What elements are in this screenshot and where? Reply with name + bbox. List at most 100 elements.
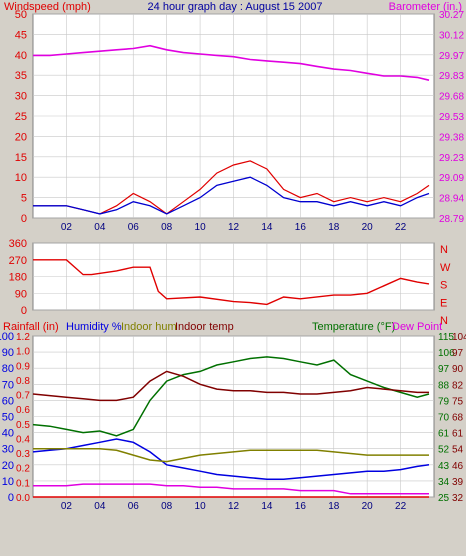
indoor-temp-tick-label: 97 bbox=[452, 348, 464, 359]
compass-label: W bbox=[440, 262, 451, 274]
wind-direction-line bbox=[33, 259, 430, 306]
temp-tick-label: 88 bbox=[438, 380, 450, 391]
indoor-temp-tick-label: 90 bbox=[452, 364, 464, 375]
compass-label: E bbox=[440, 297, 447, 309]
y-tick-label: 90 bbox=[15, 288, 27, 300]
legend-rainfall: Rainfall (in) bbox=[3, 321, 59, 333]
y2-tick-label: 29.68 bbox=[439, 92, 464, 103]
y-tick-label: 25 bbox=[15, 111, 27, 123]
x-tick-label: 18 bbox=[328, 501, 340, 512]
y-tick-label: 0 bbox=[21, 213, 27, 225]
rain-tick-label: 1.0 bbox=[16, 347, 30, 358]
y-tick-label: 10 bbox=[15, 172, 27, 184]
rain-tick-label: 1.2 bbox=[16, 332, 30, 343]
x-tick-label: 22 bbox=[395, 222, 407, 233]
legend-dew-point: Dew Point bbox=[392, 321, 442, 333]
y-tick-label: 35 bbox=[15, 70, 27, 82]
x-tick-label: 12 bbox=[228, 501, 240, 512]
y2-tick-label: 28.94 bbox=[439, 194, 464, 205]
x-tick-label: 12 bbox=[228, 222, 240, 233]
x-tick-label: 06 bbox=[128, 222, 140, 233]
y-tick-label: 90 bbox=[2, 347, 14, 359]
y-tick-label: 80 bbox=[2, 363, 14, 375]
compass-label: S bbox=[440, 280, 447, 292]
x-tick-label: 14 bbox=[261, 501, 273, 512]
y2-tick-label: 29.38 bbox=[439, 132, 464, 143]
rain-tick-label: 0.3 bbox=[16, 449, 30, 460]
x-tick-label: 06 bbox=[128, 501, 140, 512]
indoor-temp-tick-label: 61 bbox=[452, 429, 464, 440]
indoor-temp-tick-label: 82 bbox=[452, 380, 464, 391]
dew-point-line bbox=[33, 483, 429, 495]
y2-tick-label: 29.53 bbox=[439, 112, 464, 123]
x-tick-label: 10 bbox=[195, 222, 207, 233]
y-tick-label: 70 bbox=[2, 379, 14, 391]
y2-tick-label: 30.12 bbox=[439, 30, 464, 41]
y-tick-label: 15 bbox=[15, 152, 27, 164]
rain-tick-label: 0.5 bbox=[16, 420, 30, 431]
y-tick-label: 10 bbox=[2, 476, 14, 488]
temp-tick-label: 70 bbox=[438, 413, 450, 424]
x-tick-label: 16 bbox=[295, 222, 307, 233]
panel1-right-title: Barometer (in.) bbox=[389, 1, 462, 13]
legend-temperature: Temperature (°F) bbox=[312, 321, 395, 333]
x-tick-label: 18 bbox=[328, 222, 340, 233]
temp-tick-label: 97 bbox=[438, 364, 450, 375]
temp-tick-label: 61 bbox=[438, 429, 450, 440]
x-tick-label: 20 bbox=[362, 222, 374, 233]
y-tick-label: 270 bbox=[9, 255, 27, 267]
x-tick-label: 04 bbox=[94, 501, 106, 512]
indoor-temp-tick-label: 46 bbox=[452, 461, 464, 472]
y-tick-label: 360 bbox=[9, 238, 27, 250]
legend-indoor-hum: Indoor hum bbox=[121, 321, 177, 333]
temp-tick-label: 106 bbox=[438, 348, 455, 359]
indoor-temp-tick-label: 32 bbox=[452, 493, 464, 504]
x-tick-label: 08 bbox=[161, 222, 173, 233]
temp-tick-label: 43 bbox=[438, 461, 450, 472]
rain-tick-label: 0.9 bbox=[16, 361, 30, 372]
panel1-center-title: 24 hour graph day : August 15 2007 bbox=[148, 1, 323, 13]
y-tick-label: 0 bbox=[8, 492, 14, 504]
y-tick-label: 45 bbox=[15, 29, 27, 41]
y-tick-label: 50 bbox=[2, 412, 14, 424]
rain-tick-label: 0.6 bbox=[16, 405, 30, 416]
rain-tick-label: 0.8 bbox=[16, 376, 30, 387]
y-tick-label: 60 bbox=[2, 395, 14, 407]
x-tick-label: 02 bbox=[61, 501, 73, 512]
y-tick-label: 20 bbox=[15, 131, 27, 143]
y-tick-label: 5 bbox=[21, 193, 27, 205]
y2-tick-label: 28.79 bbox=[439, 214, 464, 225]
indoor-hum-line bbox=[33, 447, 429, 463]
indoor-temp-tick-label: 39 bbox=[452, 477, 464, 488]
y2-tick-label: 29.09 bbox=[439, 173, 464, 184]
rain-tick-label: 0.4 bbox=[16, 434, 30, 445]
legend-humidity: Humidity % bbox=[66, 321, 122, 333]
x-tick-label: 20 bbox=[362, 501, 374, 512]
barometer-line bbox=[33, 44, 430, 81]
x-tick-label: 04 bbox=[94, 222, 106, 233]
compass-label: N bbox=[440, 315, 448, 327]
indoor-temp-line bbox=[32, 370, 429, 402]
indoor-temp-tick-label: 75 bbox=[452, 396, 464, 407]
y-tick-label: 100 bbox=[0, 331, 14, 343]
y2-tick-label: 30.27 bbox=[439, 10, 464, 21]
panel1-left-title: Windspeed (mph) bbox=[4, 1, 91, 13]
indoor-temp-tick-label: 68 bbox=[452, 413, 464, 424]
y-tick-label: 50 bbox=[15, 9, 27, 21]
temp-tick-label: 52 bbox=[438, 445, 450, 456]
rain-tick-label: 0.0 bbox=[16, 493, 30, 504]
y-tick-label: 0 bbox=[21, 305, 27, 317]
y2-tick-label: 29.83 bbox=[439, 71, 464, 82]
y2-tick-label: 29.97 bbox=[439, 51, 464, 62]
x-tick-label: 22 bbox=[395, 501, 407, 512]
rain-tick-label: 0.1 bbox=[16, 478, 30, 489]
temp-tick-label: 25 bbox=[438, 493, 450, 504]
rain-tick-label: 0.2 bbox=[16, 464, 30, 475]
y-tick-label: 40 bbox=[2, 428, 14, 440]
y-tick-label: 40 bbox=[15, 50, 27, 62]
rain-tick-label: 0.7 bbox=[16, 391, 30, 402]
x-tick-label: 16 bbox=[295, 501, 307, 512]
average-wind-line bbox=[33, 176, 430, 215]
